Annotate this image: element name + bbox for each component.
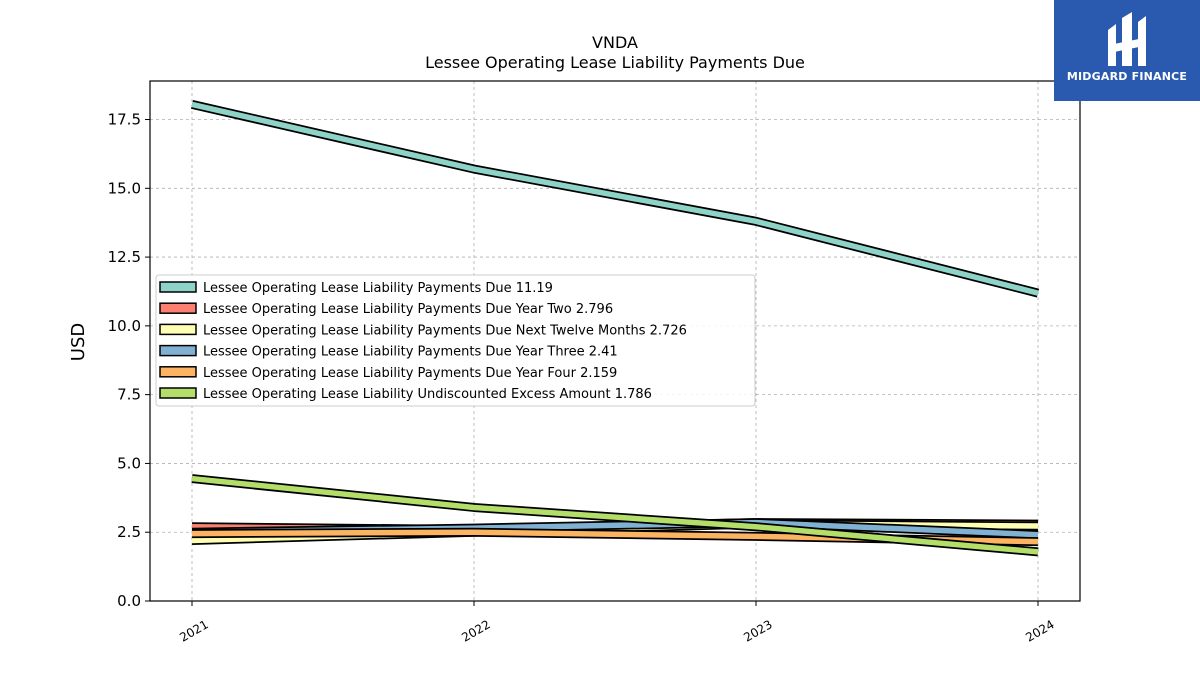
legend-label: Lessee Operating Lease Liability Undisco… (203, 387, 652, 402)
legend-swatch (159, 323, 197, 336)
legend-item: Lessee Operating Lease Liability Payment… (159, 281, 553, 296)
x-tick-label: 2024 (1023, 617, 1056, 644)
legend-label: Lessee Operating Lease Liability Payment… (203, 302, 613, 317)
chart-title: VNDA (592, 33, 638, 52)
legend-item: Lessee Operating Lease Liability Payment… (159, 344, 618, 360)
legend-item: Lessee Operating Lease Liability Payment… (159, 302, 613, 317)
y-tick-label: 10.0 (108, 317, 141, 335)
legend-box (155, 274, 756, 407)
x-tick-label: 2021 (177, 617, 210, 644)
legend-swatch (159, 344, 197, 357)
x-axis-ticks: 2021 2022 2023 2024 (177, 601, 1057, 645)
legend-label: Lessee Operating Lease Liability Payment… (203, 323, 687, 338)
legend-item: Lessee Operating Lease Liability Payment… (159, 366, 617, 381)
y-axis-ticks: 0.0 2.5 5.0 7.5 10.0 12.5 15.0 17.5 (108, 111, 150, 610)
brand-logo: MIDGARD FINANCE (1054, 0, 1200, 101)
legend-label: Lessee Operating Lease Liability Payment… (203, 281, 553, 296)
series-line (191, 101, 1039, 296)
chart-subtitle: Lessee Operating Lease Liability Payment… (425, 53, 805, 72)
y-tick-label: 15.0 (108, 179, 141, 197)
legend-swatch (159, 366, 197, 378)
series-layer (190, 100, 1040, 557)
y-tick-label: 2.5 (117, 523, 141, 541)
y-axis-label: USD (68, 323, 89, 361)
brand-logo-mark-icon (1108, 12, 1146, 66)
legend-label: Lessee Operating Lease Liability Payment… (203, 366, 617, 381)
brand-name: MIDGARD FINANCE (1066, 70, 1188, 83)
y-tick-label: 0.0 (117, 592, 141, 610)
y-tick-label: 5.0 (117, 454, 141, 472)
y-tick-label: 12.5 (108, 248, 141, 266)
series-6 (191, 474, 1039, 557)
y-tick-label: 7.5 (117, 386, 141, 404)
x-tick-label: 2022 (459, 617, 492, 644)
legend-swatch (159, 281, 197, 293)
legend-item: Lessee Operating Lease Liability Undisco… (159, 387, 652, 402)
x-tick-label: 2023 (741, 617, 774, 644)
legend-swatch (159, 302, 197, 314)
y-tick-label: 17.5 (108, 111, 141, 129)
legend: Lessee Operating Lease Liability Payment… (155, 274, 756, 407)
series-1 (190, 100, 1040, 298)
legend-label: Lessee Operating Lease Liability Payment… (203, 345, 618, 360)
legend-item: Lessee Operating Lease Liability Payment… (159, 323, 687, 338)
legend-swatch (159, 387, 197, 399)
series-line (191, 475, 1039, 555)
plot-area-frame (149, 80, 1081, 602)
